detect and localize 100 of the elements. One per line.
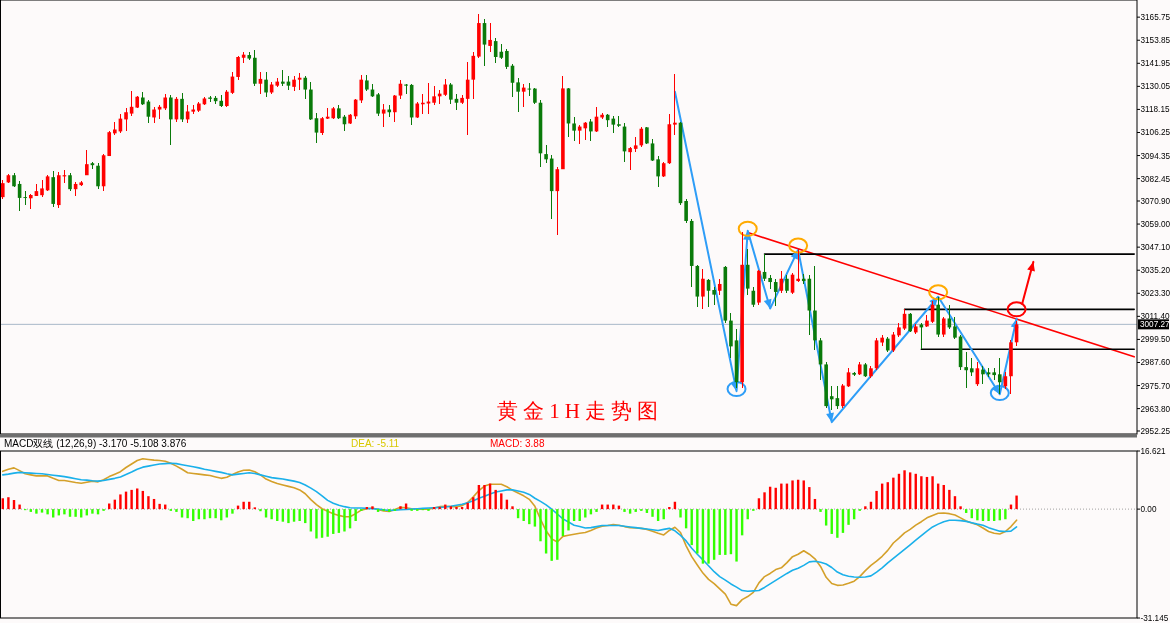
candlestick [236,55,240,81]
bar [875,490,878,510]
candlestick [96,162,100,190]
bar [735,509,738,562]
bar [46,509,49,515]
y-tick-label: 3059.00 [1140,220,1170,230]
y-tick-label: 3023.30 [1140,289,1170,299]
candlestick [919,322,924,350]
y-tick-label: 2987.60 [1140,358,1170,368]
bar [74,509,77,517]
bar [903,470,906,510]
point [737,220,758,237]
candlestick [68,172,72,192]
bar [7,497,10,510]
bar [63,509,66,515]
bar [679,509,682,518]
bar [987,509,990,521]
candlestick [964,351,968,389]
y-tick-label: 3082.45 [1140,174,1170,184]
bar [455,507,458,510]
bar [1015,495,1018,510]
text: DEA: -5.11 [351,438,400,449]
bar [18,504,21,510]
bar [225,509,229,518]
candlestick [841,383,845,409]
candlestick [572,116,576,142]
bar [203,509,206,520]
bar [287,509,290,524]
candlestick [589,118,593,142]
candlestick [404,83,408,95]
bar [959,506,962,510]
candlestick [745,248,750,296]
candlestick [432,85,436,106]
y-tick-label: 3106.25 [1140,128,1170,138]
bar [628,509,632,514]
y-tick-label: 3153.85 [1140,36,1170,46]
text: MACD: 3.88 [490,438,545,449]
y-tick-label: 2952.25 [1140,427,1170,436]
bar [483,484,486,510]
point [1006,301,1027,318]
candlestick [376,92,380,117]
text: 黄金1H走势图 [497,399,663,423]
y-tick-label: -31.145 [1140,614,1169,623]
y-tick-label: 16.621 [1140,447,1166,456]
bar [147,496,150,510]
ref-line-label: 3007.27 [1140,320,1170,330]
bar [864,506,867,510]
candlestick [712,286,716,306]
y-tick-label: 0.00 [1140,505,1157,515]
candlestick [773,278,778,307]
bar [315,509,318,539]
y-tick-label: 3141.95 [1140,59,1170,69]
y-tick-label: 3094.35 [1140,151,1170,161]
point [928,284,949,301]
bar [186,509,189,519]
candlestick [656,155,660,188]
bar [158,503,161,510]
bar [214,509,217,519]
candlestick [628,146,632,171]
candlestick [169,94,173,146]
bar [931,476,934,510]
candlestick [908,312,912,333]
point [989,385,1010,402]
chart-title: MACD双线 (12,26,9) -3.170 -5.108 3.876 [4,438,187,449]
bar [354,509,357,521]
bar [511,506,514,510]
point [726,381,747,398]
bar [270,509,273,520]
candlestick [829,385,834,411]
candlestick [124,107,128,132]
bar [242,501,245,510]
candlestick [997,357,1002,395]
bar [1004,509,1007,520]
bar [494,489,497,510]
bar [40,509,44,513]
bar [539,509,542,542]
y-tick-label: 3165.75 [1140,13,1170,23]
y-tick-label: 3047.10 [1140,243,1170,253]
candlestick [577,124,582,145]
bar [371,506,374,510]
bar [584,509,587,518]
bar [399,506,402,510]
bar [298,509,301,521]
bar [343,509,346,532]
bar [791,480,794,510]
bar [80,509,83,518]
bar [847,509,850,525]
bar [651,509,654,517]
candlestick [23,190,27,206]
y-tick-label: 3011.40 [1140,312,1170,322]
bar [264,509,268,518]
candlestick [359,74,364,104]
bar [763,492,766,510]
candlestick [701,268,705,310]
candlestick [953,316,957,340]
bar [623,509,626,512]
bar [948,489,951,510]
y-tick-label: 3130.05 [1140,82,1170,92]
bar [668,507,671,510]
y-tick-label: 3118.15 [1140,105,1170,115]
